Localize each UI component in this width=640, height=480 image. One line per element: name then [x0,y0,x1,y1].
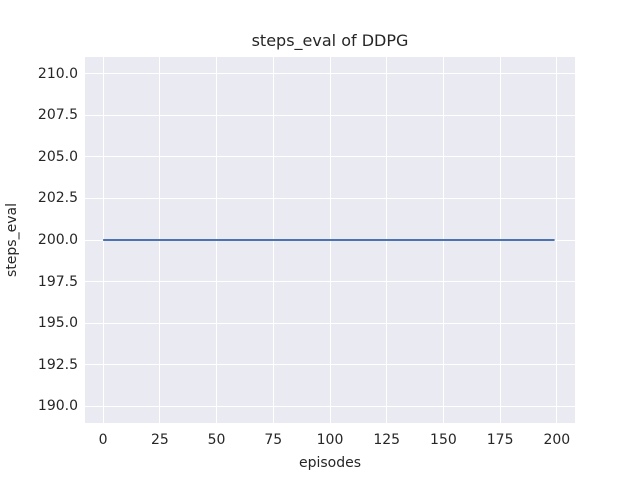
x-tick-label: 200 [543,432,571,448]
series-layer [103,239,555,241]
y-gridline [85,405,575,407]
y-gridline [85,114,575,116]
x-tick-label: 0 [98,432,108,448]
y-tick-label: 195.0 [37,315,78,332]
y-gridline [85,281,575,283]
y-axis-label: steps_eval [2,57,22,423]
y-tick-label: 197.5 [37,273,78,290]
y-tick-label: 205.0 [37,148,78,165]
x-tick-label: 25 [150,432,169,448]
x-tick-label: 75 [264,432,283,448]
x-tick-label: 125 [373,432,401,448]
x-axis-label: episodes [298,455,362,471]
y-gridline [85,197,575,199]
y-gridline [85,364,575,366]
y-tick-label: 210.0 [37,65,78,82]
x-tick-label: 175 [486,432,514,448]
chart-title: steps_eval of DDPG [251,31,409,50]
y-tick-label: 192.5 [37,356,78,373]
x-tick-label: 100 [316,432,344,448]
x-tick-label: 50 [207,432,226,448]
y-gridline [85,156,575,158]
y-axis-label-text: steps_eval [4,203,21,277]
y-gridline [85,73,575,75]
plot-area [85,57,575,423]
y-tick-label: 207.5 [37,107,78,124]
y-tick-label: 202.5 [37,190,78,207]
x-tick-label: 150 [430,432,457,448]
y-tick-label: 200.0 [37,232,78,248]
y-gridline [85,322,575,324]
y-tick-label: 190.0 [37,398,78,415]
